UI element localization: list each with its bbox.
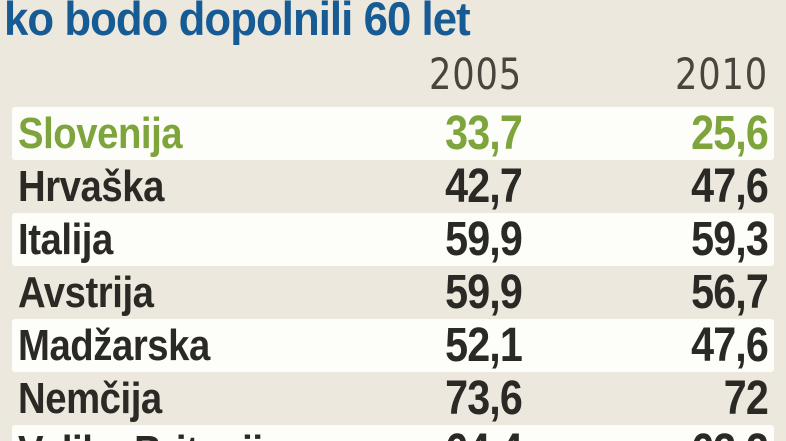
country-label: Nemčija <box>18 373 162 423</box>
value-2005: 64,4 <box>402 424 523 441</box>
table-row: Slovenija 33,7 25,6 <box>12 107 774 160</box>
table-row-cut-off: Velika Britanija 64,4 63,2 <box>12 425 774 441</box>
value-2010: 47,6 <box>691 160 769 213</box>
value-2005: 42,7 <box>445 160 523 213</box>
table-row: Hrvaška 42,7 47,6 <box>12 160 774 213</box>
country-label: Italija <box>18 214 113 264</box>
table-row: Italija 59,9 59,3 <box>12 213 774 266</box>
table-row: Nemčija 73,6 72 <box>12 372 774 425</box>
column-header-2005: 2005 <box>428 50 522 101</box>
value-2010: 72 <box>723 372 769 425</box>
value-2005: 59,9 <box>445 266 523 319</box>
table-row: Avstrija 59,9 56,7 <box>12 266 774 319</box>
country-label: Hrvaška <box>18 161 164 211</box>
value-2010: 63,2 <box>556 424 769 441</box>
data-table: Slovenija 33,7 25,6 Hrvaška 42,7 47,6 It… <box>0 107 786 441</box>
column-header-2010: 2010 <box>674 50 768 101</box>
value-2005: 59,9 <box>445 213 523 266</box>
value-2005: 52,1 <box>445 319 523 372</box>
value-2010: 59,3 <box>691 213 769 266</box>
country-label: Avstrija <box>18 267 154 317</box>
column-headers: 2005 2010 <box>12 50 774 101</box>
table-row: Madžarska 52,1 47,6 <box>12 319 774 372</box>
country-label: Velika Britanija <box>18 427 335 441</box>
value-2005: 73,6 <box>445 372 523 425</box>
value-2005: 33,7 <box>445 107 523 160</box>
value-2010: 47,6 <box>691 319 769 372</box>
country-label: Slovenija <box>18 108 183 158</box>
value-2010: 25,6 <box>691 107 769 160</box>
page-title: ko bodo dopolnili 60 let <box>4 0 471 45</box>
country-label: Madžarska <box>18 320 210 370</box>
value-2010: 56,7 <box>691 266 769 319</box>
